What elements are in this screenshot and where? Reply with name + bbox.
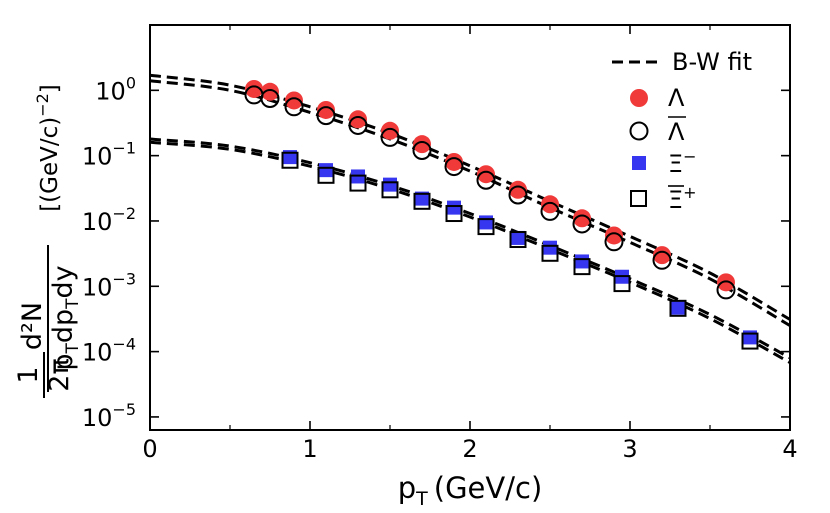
x-tick-label: 4	[782, 435, 797, 463]
y-axis-title: 1 2π d²N pTdpTdy [(GeV/c)−2]	[13, 84, 83, 398]
data-point-antilambda	[716, 280, 736, 300]
data-point-xi-plus	[445, 205, 463, 223]
y-denominator: pTdpTdy	[48, 265, 83, 370]
data-point-xi-minus	[511, 230, 525, 245]
data-point-antilambda	[412, 140, 432, 160]
y-tick-label: 10−2	[82, 204, 136, 236]
y-tick-label: 100	[95, 73, 136, 105]
data-point-xi-plus	[541, 244, 559, 262]
data-point-xi-plus	[349, 174, 367, 192]
data-point-antilambda	[284, 97, 304, 117]
data-point-antilambda	[316, 106, 336, 126]
data-point-lambda	[381, 121, 399, 140]
data-point-xi-plus	[669, 299, 687, 317]
data-point-lambda	[509, 180, 527, 199]
data-point-xi-minus	[447, 200, 461, 215]
legend: B-W fit Λ Λ Ξ− Ξ+	[612, 48, 752, 214]
x-tick-label: 3	[622, 435, 637, 463]
data-point-antilambda	[380, 127, 400, 147]
data-markers	[244, 79, 759, 350]
data-point-xi-minus	[479, 215, 493, 230]
fit-curve	[149, 137, 791, 360]
legend-marker-xi-minus	[632, 156, 646, 170]
x-tick-label: 1	[302, 435, 317, 463]
data-point-xi-plus	[573, 258, 591, 276]
data-point-antilambda	[572, 214, 592, 234]
data-point-lambda	[653, 246, 671, 265]
data-point-lambda	[445, 152, 463, 171]
y-prefactor-denominator: 2π	[44, 358, 75, 391]
data-point-antilambda	[444, 157, 464, 177]
data-point-antilambda	[604, 232, 624, 252]
data-point-xi-minus	[671, 300, 685, 315]
y-tick-label: 10−5	[82, 400, 136, 432]
x-tick-label: 0	[142, 435, 157, 463]
axis-ticks: 0 1 2 3 4 100 10−1 10−2 10−3 10−4 10−5	[82, 25, 798, 463]
data-point-xi-minus	[319, 163, 333, 178]
data-point-xi-plus	[281, 151, 299, 169]
legend-label-xi-plus: Ξ+	[668, 183, 697, 214]
data-point-antilambda	[508, 185, 528, 205]
x-axis-title: pT (GeV/c)	[398, 471, 543, 510]
y-unit: [(GeV/c)−2]	[33, 84, 63, 212]
y-numerator: d²N	[17, 302, 48, 350]
data-point-lambda	[245, 79, 263, 98]
legend-label-lambda: Λ	[668, 84, 685, 112]
data-point-lambda	[285, 91, 303, 110]
data-point-antilambda	[260, 88, 280, 108]
data-point-xi-plus	[613, 275, 631, 293]
data-point-antilambda	[652, 250, 672, 270]
data-point-xi-plus	[381, 181, 399, 199]
data-point-xi-minus	[543, 240, 557, 255]
y-tick-label: 10−3	[82, 269, 136, 301]
legend-label-xi-minus: Ξ−	[668, 147, 697, 178]
data-point-antilambda	[348, 115, 368, 135]
data-point-lambda	[349, 110, 367, 129]
legend-label-antilambda: Λ	[668, 118, 685, 146]
data-point-xi-plus	[477, 218, 495, 236]
legend-marker-xi-plus	[630, 190, 647, 207]
data-point-lambda	[413, 135, 431, 154]
data-point-lambda	[605, 226, 623, 245]
data-point-xi-minus	[383, 177, 397, 192]
fit-curve	[149, 140, 791, 364]
x-tick-label: 2	[462, 435, 477, 463]
fit-curve	[149, 79, 791, 327]
legend-label-fit: B-W fit	[672, 48, 752, 76]
data-point-xi-plus	[413, 192, 431, 210]
data-point-lambda	[261, 82, 279, 101]
data-point-lambda	[573, 209, 591, 228]
data-point-xi-minus	[575, 254, 589, 269]
data-point-xi-minus	[743, 330, 757, 345]
data-point-xi-plus	[509, 231, 527, 249]
legend-marker-antilambda	[629, 121, 649, 141]
data-point-lambda	[477, 165, 495, 184]
data-point-xi-plus	[317, 166, 335, 184]
data-point-lambda	[541, 195, 559, 214]
data-point-xi-minus	[415, 191, 429, 206]
fit-curves	[149, 73, 791, 364]
data-point-lambda	[317, 100, 335, 119]
y-tick-label: 10−1	[82, 139, 136, 171]
legend-marker-lambda	[630, 89, 648, 107]
y-tick-label: 10−4	[82, 335, 136, 367]
data-point-antilambda	[540, 201, 560, 221]
data-point-antilambda	[476, 170, 496, 190]
y-prefactor-numerator: 1	[13, 366, 44, 383]
data-point-xi-plus	[741, 332, 759, 350]
